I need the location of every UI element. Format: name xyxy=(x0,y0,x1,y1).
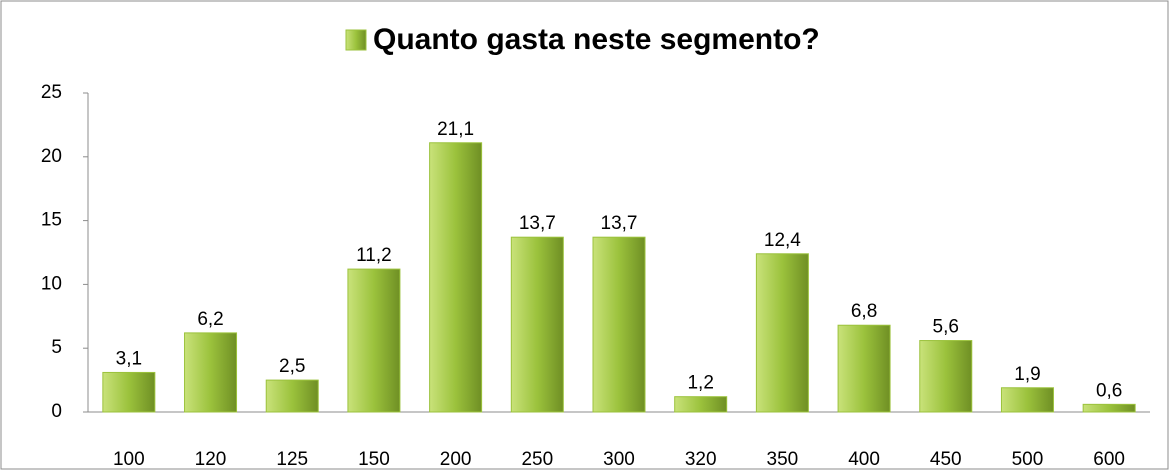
data-label: 13,7 xyxy=(519,213,556,234)
x-tick-label: 400 xyxy=(848,449,880,470)
y-tick-label: 15 xyxy=(41,210,62,231)
bar xyxy=(592,236,646,413)
bar xyxy=(674,396,728,413)
bar xyxy=(184,332,238,413)
bar xyxy=(755,253,809,413)
y-tick-label: 10 xyxy=(41,273,62,294)
data-label: 12,4 xyxy=(764,230,801,251)
data-label: 1,9 xyxy=(1014,364,1040,385)
y-tick-label: 5 xyxy=(51,337,62,358)
bar xyxy=(347,268,401,413)
x-tick-label: 250 xyxy=(521,449,553,470)
x-tick-label: 450 xyxy=(930,449,962,470)
legend-label: Quanto gasta neste segmento? xyxy=(373,23,820,56)
x-tick-label: 125 xyxy=(276,449,308,470)
x-tick-label: 200 xyxy=(440,449,472,470)
bar xyxy=(1000,387,1054,413)
bar xyxy=(265,379,319,413)
y-tick-label: 25 xyxy=(41,82,62,103)
data-label: 3,1 xyxy=(116,348,142,369)
data-label: 21,1 xyxy=(437,119,474,140)
data-label: 5,6 xyxy=(933,317,959,338)
bar xyxy=(510,236,564,413)
data-label: 2,5 xyxy=(279,356,305,377)
bar xyxy=(919,340,973,413)
data-label: 13,7 xyxy=(601,213,638,234)
x-tick-label: 100 xyxy=(113,449,145,470)
x-tick-label: 120 xyxy=(195,449,227,470)
bar xyxy=(429,142,483,413)
bar xyxy=(837,324,891,413)
x-tick-label: 150 xyxy=(358,449,390,470)
y-tick-label: 0 xyxy=(51,401,62,422)
data-label: 0,6 xyxy=(1096,380,1122,401)
data-label: 11,2 xyxy=(356,245,392,266)
x-tick-label: 300 xyxy=(603,449,635,470)
data-label: 1,2 xyxy=(687,373,713,394)
data-label: 6,2 xyxy=(197,309,223,330)
bar xyxy=(102,371,156,413)
x-tick-label: 320 xyxy=(685,449,717,470)
bar xyxy=(1082,403,1136,413)
x-tick-label: 600 xyxy=(1093,449,1125,470)
x-tick-label: 350 xyxy=(767,449,799,470)
legend-marker xyxy=(345,29,367,51)
y-tick-label: 20 xyxy=(41,146,62,167)
data-label: 6,8 xyxy=(851,301,877,322)
x-tick-label: 500 xyxy=(1012,449,1044,470)
